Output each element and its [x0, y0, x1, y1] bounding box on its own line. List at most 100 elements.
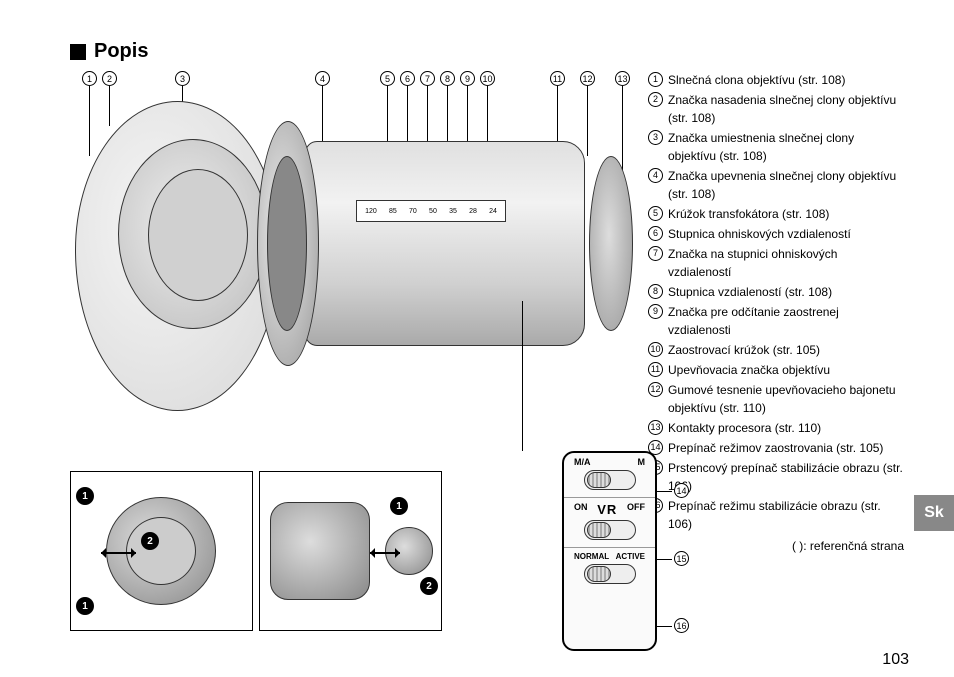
bullet-2b: 2: [420, 577, 438, 595]
callout-11: 11: [550, 71, 565, 86]
legend-num: 5: [648, 206, 663, 221]
switch-panel: M/A M ON VR OFF: [562, 451, 657, 651]
callout-2: 2: [102, 71, 117, 86]
scale-n: 50: [429, 208, 437, 215]
legend-item: 14Prepínač režimov zaostrovania (str. 10…: [648, 439, 904, 457]
label-m: M: [638, 457, 646, 467]
callout-15: 15: [674, 551, 689, 566]
lead: [657, 491, 672, 492]
lead-to-panel: [522, 301, 523, 451]
legend-num: 7: [648, 246, 663, 261]
legend-item: 5Krúžok transfokátora (str. 108): [648, 205, 904, 223]
focus-mode-switch: [584, 470, 636, 490]
diagram-column: 1 2 3 4 5 6 7 8 9 10 11 12 13: [70, 71, 630, 555]
switch-knob: [587, 472, 611, 488]
legend-text: Stupnica vzdialeností (str. 108): [668, 283, 904, 301]
legend-text: Kontakty procesora (str. 110): [668, 419, 904, 437]
legend-num: 3: [648, 130, 663, 145]
legend: 1 Slnečná clona objektívu (str. 108) 2 Znač…: [648, 71, 904, 555]
lens: 120 85 70 50 35 28 24: [285, 126, 615, 376]
legend-text: Prepínač režimov zaostrovania (str. 105): [668, 439, 904, 457]
bullet-1: 1: [76, 487, 94, 505]
lead: [89, 86, 90, 156]
thumb-lens-body: [270, 502, 370, 600]
callout-16: 16: [674, 618, 689, 633]
scale-n: 28: [469, 208, 477, 215]
lens-hood-inner2: [148, 169, 248, 301]
legend-item: 2 Značka nasadenia slnečnej clony objektí…: [648, 91, 904, 127]
legend-item: 3 Značka umiestnenia slnečnej clony objek…: [648, 129, 904, 165]
callout-12: 12: [580, 71, 595, 86]
callout-1: 1: [82, 71, 97, 86]
legend-item: 9Značka pre odčítanie zaostrenej vzdiale…: [648, 303, 904, 339]
legend-num: 1: [648, 72, 663, 87]
scale-n: 24: [489, 208, 497, 215]
legend-text: Prstencový prepínač stabilizácie obrazu …: [668, 459, 904, 495]
legend-item: 6Stupnica ohniskových vzdialeností: [648, 225, 904, 243]
legend-text: Značka umiestnenia slnečnej clony objekt…: [668, 129, 904, 165]
bullet-1c: 1: [390, 497, 408, 515]
lead: [109, 86, 110, 126]
switch-section-mode: NORMAL ACTIVE: [564, 548, 655, 591]
legend-text: Značka upevnenia slnečnej clony objektív…: [668, 167, 904, 203]
callout-5: 5: [380, 71, 395, 86]
legend-item: 12 Gumové tesnenie upevňovacieho bajonetu…: [648, 381, 904, 417]
lens-mount: [589, 156, 633, 331]
legend-num: 10: [648, 342, 663, 357]
switch-knob: [587, 522, 611, 538]
label-on: ON: [574, 502, 588, 517]
callout-10: 10: [480, 71, 495, 86]
label-vr: VR: [597, 502, 617, 517]
label-normal: NORMAL: [574, 552, 609, 561]
callout-8: 8: [440, 71, 455, 86]
callout-4: 4: [315, 71, 330, 86]
callout-row: 1 2 3 4 5 6 7 8 9 10 11 12 13: [70, 71, 630, 91]
legend-text: Stupnica ohniskových vzdialeností: [668, 225, 904, 243]
callout-14: 14: [674, 483, 689, 498]
scale-n: 85: [389, 208, 397, 215]
legend-text: Zaostrovací krúžok (str. 105): [668, 341, 904, 359]
legend-text: Slnečná clona objektívu (str. 108): [668, 71, 904, 89]
arrow-icon: [370, 552, 400, 554]
legend-text: Značka nasadenia slnečnej clony objektív…: [668, 91, 904, 127]
label-ma: M/A: [574, 457, 591, 467]
legend-item: 11Upevňovacia značka objektívu: [648, 361, 904, 379]
lens-glass: [267, 156, 307, 331]
legend-item: 1 Slnečná clona objektívu (str. 108): [648, 71, 904, 89]
bullet-2: 2: [141, 532, 159, 550]
legend-item: 10 Zaostrovací krúžok (str. 105): [648, 341, 904, 359]
bullet-1b: 1: [76, 597, 94, 615]
lens-body: 120 85 70 50 35 28 24: [305, 141, 585, 346]
legend-text: Gumové tesnenie upevňovacieho bajonetu o…: [668, 381, 904, 417]
legend-item: 8Stupnica vzdialeností (str. 108): [648, 283, 904, 301]
callout-6: 6: [400, 71, 415, 86]
label-off: OFF: [627, 502, 645, 517]
thumb-rear-cap: 1 2: [259, 471, 442, 631]
arrow-icon: [101, 552, 136, 554]
thumbnails: 1 1 2 1 2: [70, 471, 442, 631]
vr-switch: [584, 520, 636, 540]
label-active: ACTIVE: [616, 552, 645, 561]
legend-text: Značka pre odčítanie zaostrenej vzdialen…: [668, 303, 904, 339]
legend-item: 4 Značka upevnenia slnečnej clony objektí…: [648, 167, 904, 203]
legend-num: 11: [648, 362, 663, 377]
main-diagram: 1 2 3 4 5 6 7 8 9 10 11 12 13: [70, 71, 630, 401]
lead: [657, 626, 672, 627]
legend-num: 2: [648, 92, 663, 107]
content: 1 2 3 4 5 6 7 8 9 10 11 12 13: [70, 71, 904, 555]
switch-section-vr: ON VR OFF: [564, 498, 655, 548]
lead: [657, 559, 672, 560]
legend-num: 12: [648, 382, 663, 397]
legend-num: 4: [648, 168, 663, 183]
thumb-front-cap: 1 1 2: [70, 471, 253, 631]
scale-n: 120: [365, 208, 377, 215]
callout-13: 13: [615, 71, 630, 86]
scale-n: 35: [449, 208, 457, 215]
legend-list: 1 Slnečná clona objektívu (str. 108) 2 Znač…: [648, 71, 904, 533]
switch-knob: [587, 566, 611, 582]
heading-text: Popis: [94, 40, 148, 63]
language-tab: Sk: [914, 495, 954, 531]
heading: Popis: [70, 40, 904, 63]
page-number: 103: [882, 651, 909, 669]
callout-3: 3: [175, 71, 190, 86]
